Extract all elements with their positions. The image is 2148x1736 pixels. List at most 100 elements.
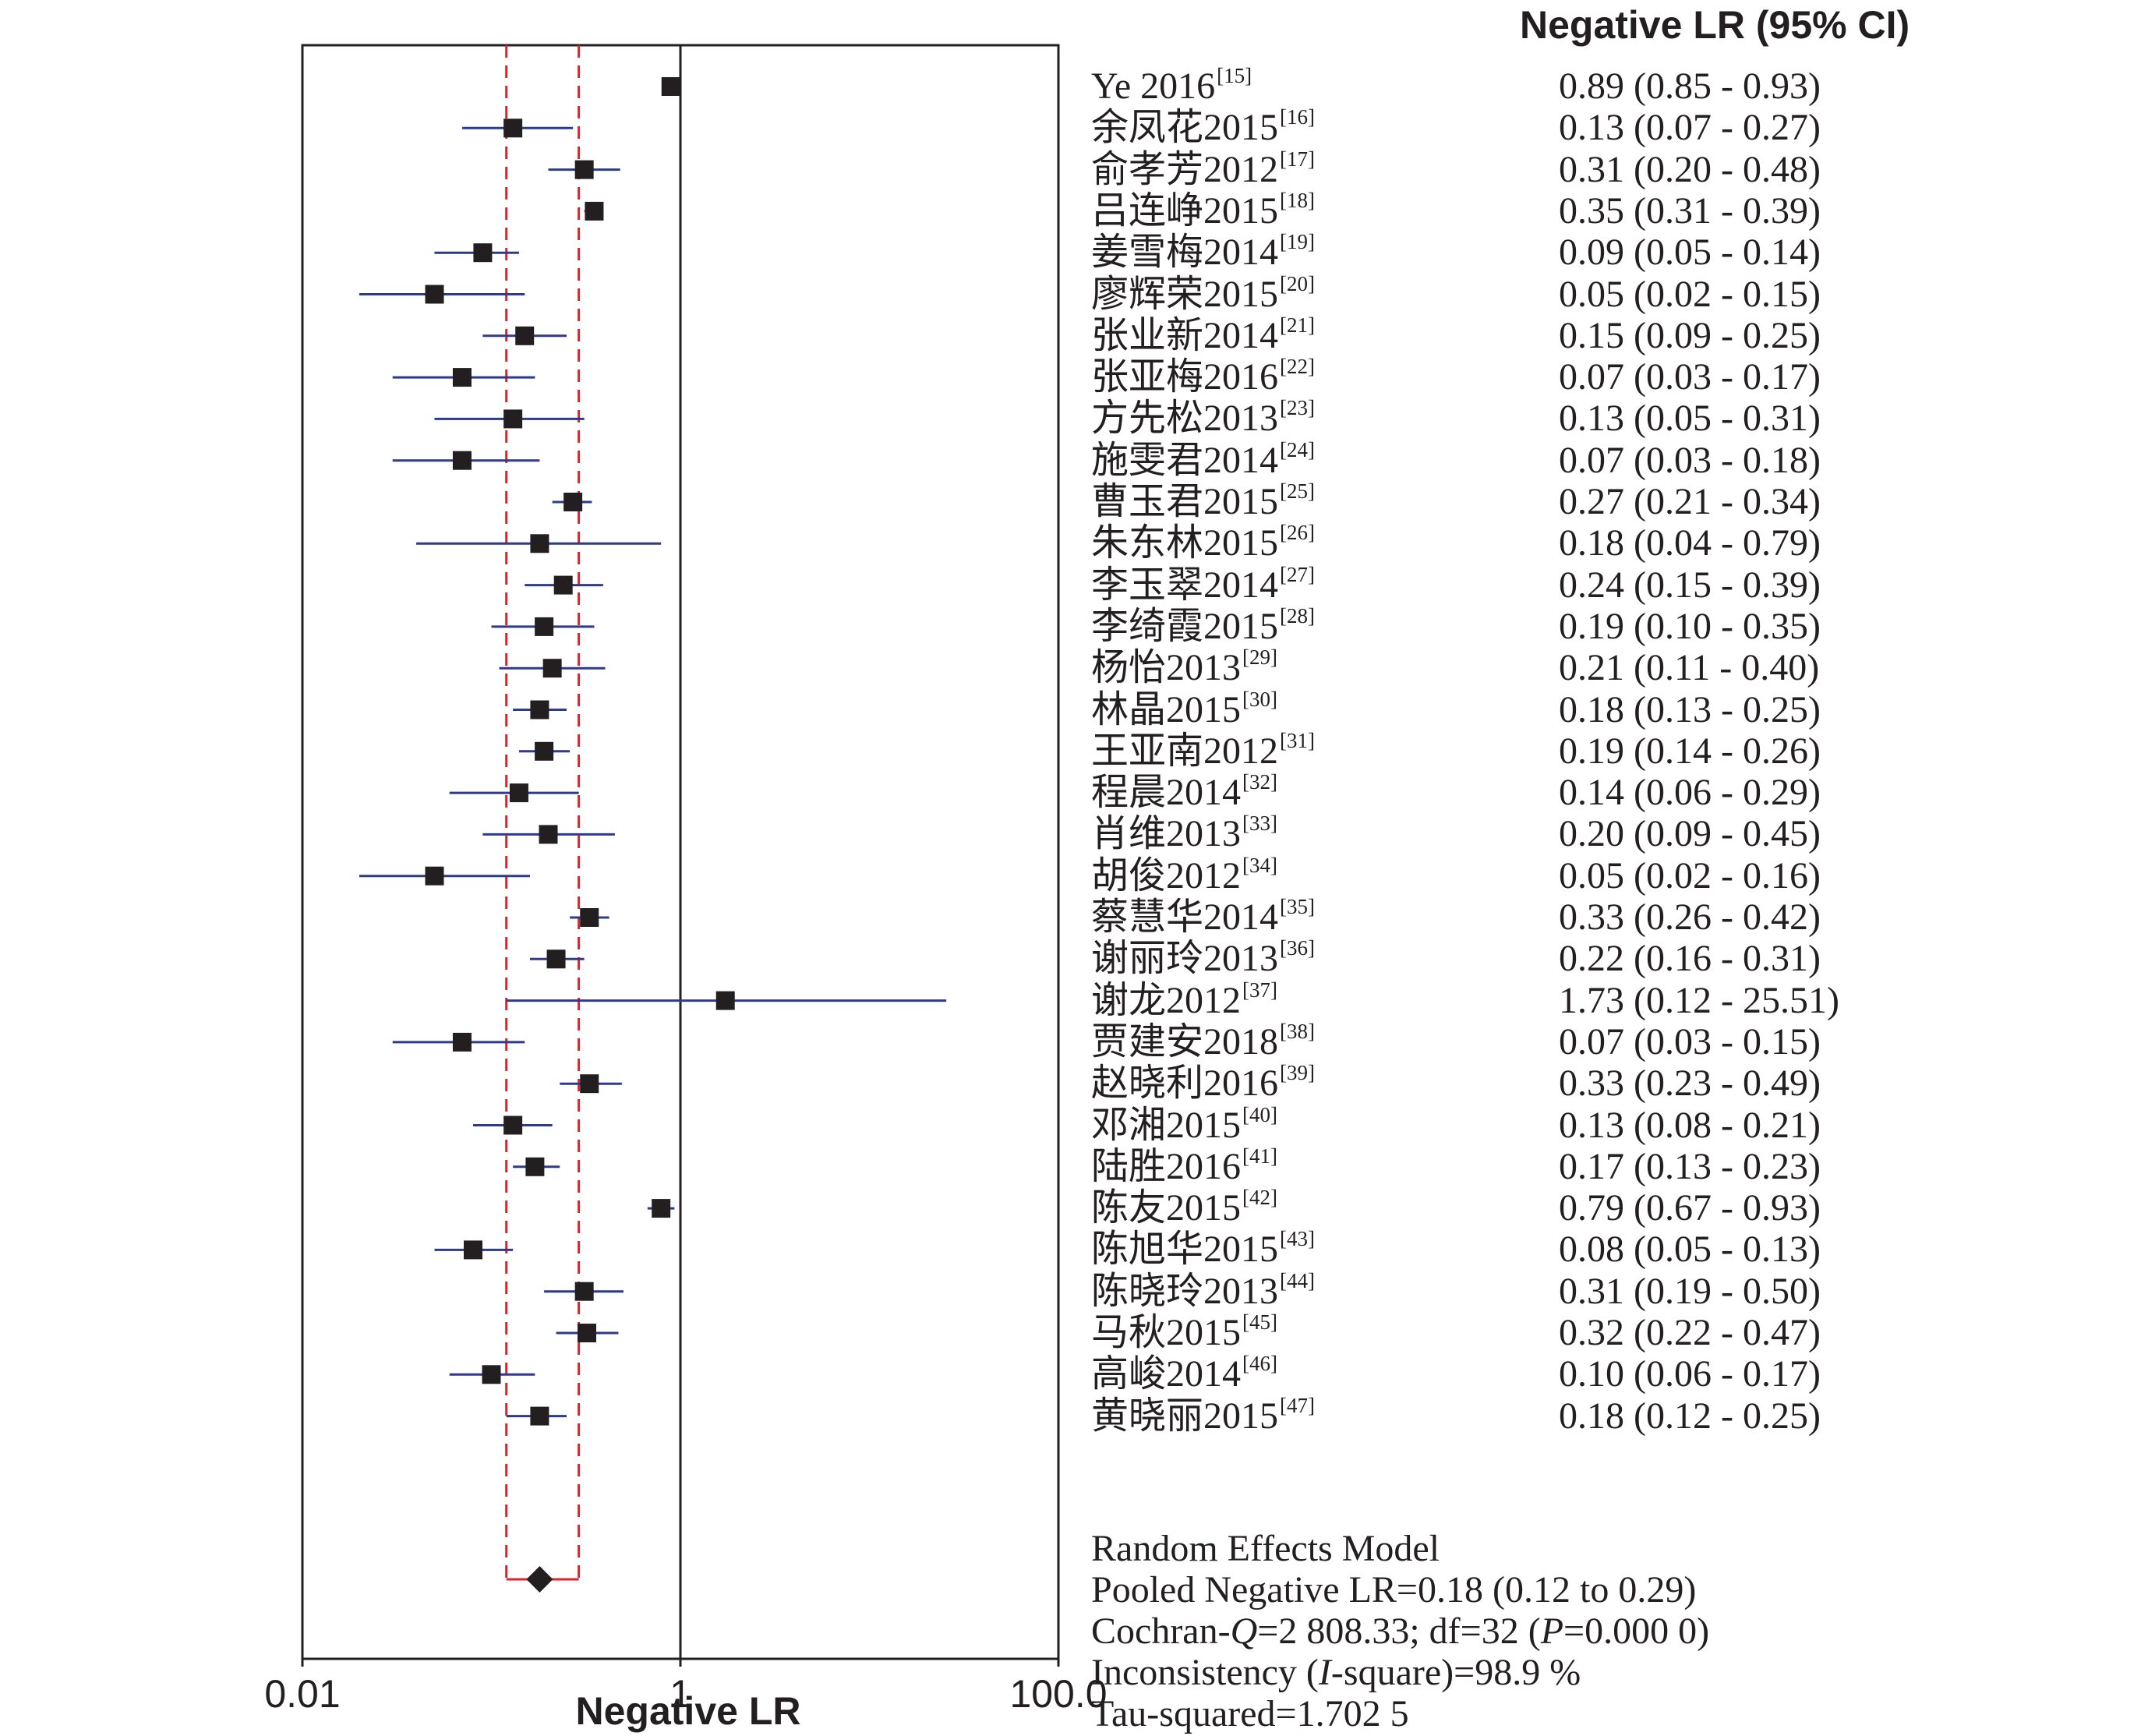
- study-name: 杨怡2013: [1091, 647, 1242, 689]
- study-name: 谢丽玲2013: [1091, 938, 1279, 980]
- study-label: 陈友2015[42]: [1091, 1186, 1277, 1234]
- study-label: Ye 2016[15]: [1091, 64, 1252, 112]
- study-label: 朱东林2015[26]: [1091, 521, 1315, 569]
- study-name: 肖维2013: [1091, 813, 1242, 855]
- study-label: 张亚梅2016[22]: [1091, 355, 1315, 403]
- study-marker: [425, 285, 444, 304]
- study-label: 吕连峥2015[18]: [1091, 188, 1315, 237]
- x-tick-label: 0.01: [264, 1672, 340, 1716]
- study-label: 肖维2013[33]: [1091, 811, 1277, 860]
- study-marker: [482, 1365, 501, 1384]
- study-label: 蔡慧华2014[35]: [1091, 895, 1315, 943]
- study-ref: [44]: [1280, 1268, 1315, 1292]
- ci-value: 0.07 (0.03 - 0.15): [1559, 1020, 1821, 1062]
- study-marker: [530, 1406, 549, 1426]
- study-name: 高峻2014: [1091, 1353, 1242, 1395]
- summary-tau: Tau-squared=1.702 5: [1091, 1693, 1409, 1734]
- study-label: 赵晓利2016[39]: [1091, 1061, 1315, 1109]
- ci-value: 0.35 (0.31 - 0.39): [1559, 189, 1821, 232]
- ci-value: 0.08 (0.05 - 0.13): [1559, 1229, 1821, 1271]
- study-marker: [473, 243, 493, 263]
- study-name: 余凤花2015: [1091, 107, 1279, 149]
- study-label: 廖辉荣2015[20]: [1091, 272, 1315, 320]
- study-ref: [19]: [1280, 230, 1315, 254]
- study-label: 贾建安2018[38]: [1091, 1020, 1315, 1068]
- study-ref: [28]: [1280, 603, 1315, 628]
- study-marker: [652, 1199, 671, 1218]
- study-marker: [539, 825, 558, 844]
- study-ref: [36]: [1280, 936, 1315, 960]
- study-label: 黄晓丽2015[47]: [1091, 1393, 1315, 1442]
- study-name: 马秋2015: [1091, 1312, 1242, 1353]
- ci-value: 0.24 (0.15 - 0.39): [1559, 564, 1821, 606]
- study-marker: [580, 1074, 599, 1094]
- study-name: 王亚南2012: [1091, 730, 1279, 772]
- inconsistency-i: I: [1318, 1652, 1331, 1693]
- study-name: 胡俊2012: [1091, 854, 1242, 896]
- x-tick-label: 100.0: [1009, 1672, 1107, 1716]
- study-ref: [47]: [1280, 1393, 1315, 1417]
- summary-inconsistency: Inconsistency (I-square)=98.9 %: [1091, 1652, 1581, 1694]
- study-label: 胡俊2012[34]: [1091, 853, 1277, 902]
- summary-cochran: Cochran-Q=2 808.33; df=32 (P=0.000 0): [1091, 1610, 1709, 1653]
- summary-pooled: Pooled Negative LR=0.18 (0.12 to 0.29): [1091, 1569, 1697, 1610]
- study-label: 陆胜2016[41]: [1091, 1144, 1277, 1193]
- study-ref: [39]: [1280, 1061, 1315, 1085]
- study-label: 谢丽玲2013[36]: [1091, 936, 1315, 985]
- study-ref: [46]: [1242, 1352, 1277, 1376]
- study-ref: [41]: [1242, 1144, 1277, 1168]
- study-marker: [503, 118, 523, 138]
- study-marker: [580, 908, 599, 927]
- ci-value: 0.89 (0.85 - 0.93): [1559, 65, 1821, 107]
- study-label: 杨怡2013[29]: [1091, 645, 1277, 694]
- study-ref: [34]: [1242, 853, 1277, 877]
- ci-value: 0.17 (0.13 - 0.23): [1559, 1145, 1821, 1187]
- study-ref: [15]: [1217, 64, 1252, 87]
- study-name: 李绮霞2015: [1091, 605, 1279, 647]
- study-ref: [18]: [1280, 188, 1315, 212]
- study-marker: [661, 77, 680, 96]
- ci-value: 0.10 (0.06 - 0.17): [1559, 1353, 1821, 1395]
- study-marker: [503, 409, 523, 429]
- ci-value: 0.13 (0.05 - 0.31): [1559, 398, 1821, 440]
- ci-value: 0.18 (0.12 - 0.25): [1559, 1395, 1821, 1437]
- study-name: 廖辉荣2015: [1091, 273, 1279, 315]
- ci-value: 0.33 (0.23 - 0.49): [1559, 1062, 1821, 1105]
- study-name: Ye 2016: [1091, 65, 1216, 107]
- ci-value: 0.19 (0.14 - 0.26): [1559, 730, 1821, 772]
- study-marker: [463, 1240, 482, 1260]
- study-ref: [29]: [1242, 645, 1277, 670]
- study-ref: [40]: [1242, 1102, 1277, 1126]
- study-name: 陈友2015: [1091, 1187, 1242, 1229]
- ci-value: 0.07 (0.03 - 0.17): [1559, 356, 1821, 398]
- study-ref: [27]: [1280, 562, 1315, 586]
- study-ref: [43]: [1280, 1227, 1315, 1251]
- study-marker: [535, 617, 554, 636]
- x-tick-label: 1: [669, 1672, 691, 1716]
- cochran-p: P: [1540, 1610, 1564, 1652]
- study-marker: [530, 534, 549, 553]
- cochran-suffix: =0.000 0): [1563, 1610, 1710, 1652]
- ci-value: 0.05 (0.02 - 0.15): [1559, 273, 1821, 315]
- ci-value: 0.19 (0.10 - 0.35): [1559, 605, 1821, 647]
- study-name: 俞孝芳2012: [1091, 148, 1279, 190]
- study-label: 施雯君2014[24]: [1091, 437, 1315, 486]
- study-ref: [24]: [1280, 437, 1315, 461]
- ci-value: 0.05 (0.02 - 0.16): [1559, 854, 1821, 896]
- study-marker: [530, 700, 549, 720]
- study-marker: [715, 991, 735, 1010]
- study-label: 姜雪梅2014[19]: [1091, 230, 1315, 278]
- study-marker: [535, 741, 554, 761]
- study-label: 余凤花2015[16]: [1091, 105, 1315, 154]
- ci-value: 0.33 (0.26 - 0.42): [1559, 896, 1821, 938]
- study-marker: [577, 1324, 596, 1342]
- study-ref: [33]: [1242, 811, 1277, 836]
- study-ref: [22]: [1280, 355, 1315, 379]
- study-label: 马秋2015[45]: [1091, 1310, 1277, 1359]
- ci-value: 0.09 (0.05 - 0.14): [1559, 232, 1821, 274]
- study-name: 施雯君2014: [1091, 439, 1279, 481]
- study-name: 蔡慧华2014: [1091, 896, 1279, 938]
- study-name: 李玉翠2014: [1091, 564, 1279, 606]
- cochran-prefix: Cochran-: [1091, 1610, 1231, 1652]
- study-label: 王亚南2012[31]: [1091, 729, 1315, 777]
